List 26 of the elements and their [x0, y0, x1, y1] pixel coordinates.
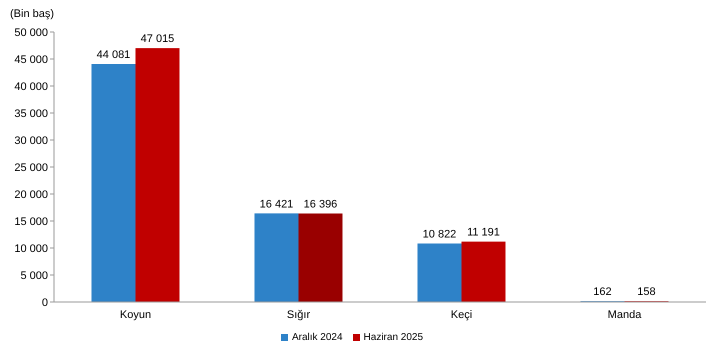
legend-label: Aralık 2024	[292, 332, 343, 343]
data-label: 16 396	[304, 198, 338, 210]
y-axis-title: (Bin baş)	[10, 8, 54, 20]
y-tick-label: 20 000	[14, 188, 48, 201]
data-label: 47 015	[140, 33, 174, 46]
y-tick-label: 40 000	[14, 80, 48, 93]
data-label: 10 822	[422, 228, 456, 241]
data-label: 16 421	[260, 198, 294, 210]
data-label: 158	[637, 286, 656, 298]
y-tick-label: 5 000	[20, 270, 48, 282]
x-tick-label: Keçi	[450, 308, 472, 321]
x-tick-label: Manda	[608, 308, 642, 321]
x-tick-label: Sığır	[286, 308, 310, 321]
y-tick-label: 0	[42, 296, 48, 309]
y-tick-label: 30 000	[14, 134, 48, 147]
data-label: 11 191	[467, 226, 500, 239]
legend-label: Haziran 2025	[364, 332, 424, 343]
y-tick-label: 25 000	[14, 162, 48, 174]
data-label: 162	[593, 286, 612, 298]
y-tick-label: 35 000	[14, 108, 48, 120]
y-tick-label: 15 000	[14, 216, 48, 228]
y-tick-label: 50 000	[14, 26, 48, 39]
data-label: 44 081	[96, 48, 130, 61]
x-tick-label: Koyun	[120, 308, 152, 321]
y-tick-label: 10 000	[14, 242, 48, 255]
y-tick-label: 45 000	[14, 54, 48, 66]
